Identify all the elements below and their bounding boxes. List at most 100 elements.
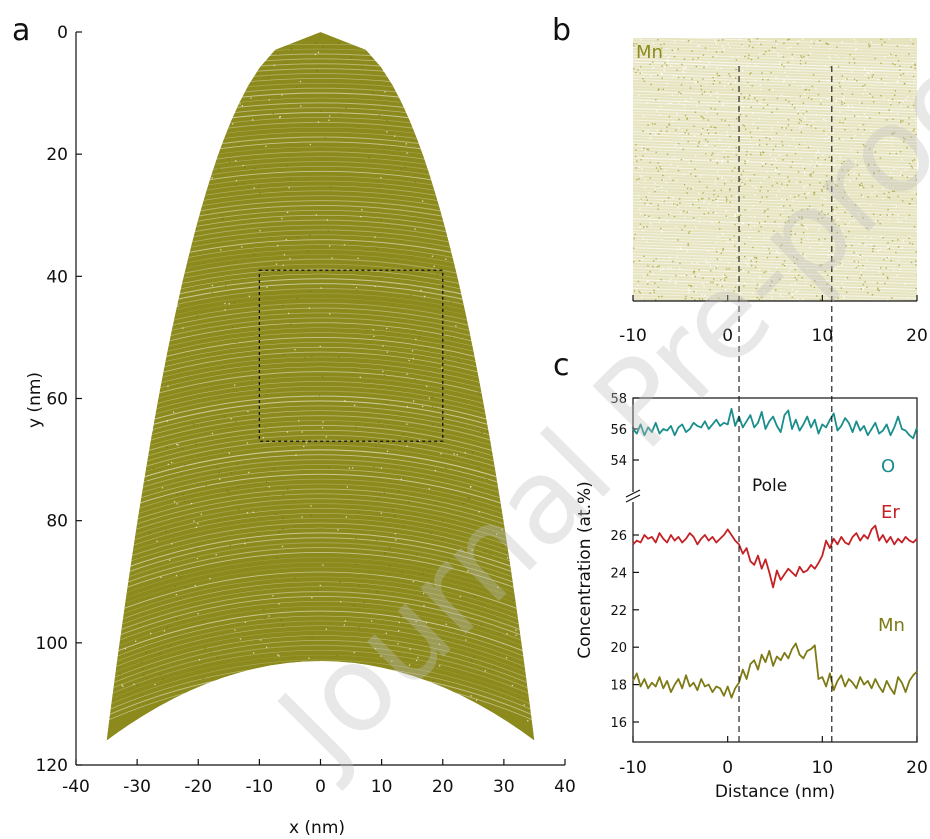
atom-speck (413, 400, 415, 402)
atom-speck (767, 79, 769, 81)
atom-speck (806, 208, 809, 210)
atom-speck (781, 183, 783, 185)
atomic-plane (633, 122, 917, 134)
atomic-plane (106, 659, 535, 720)
atom-speck (448, 559, 450, 561)
atom-speck (197, 522, 199, 525)
atom-speck (756, 38, 759, 40)
atom-speck (896, 81, 898, 83)
atom-speck (403, 525, 405, 527)
atom-speck (912, 130, 915, 132)
atom-speck (721, 285, 723, 287)
atom-speck (699, 175, 701, 177)
atom-speck (742, 45, 744, 47)
atom-speck (477, 341, 480, 343)
atom-speck (813, 193, 815, 196)
atom-speck (759, 190, 761, 192)
atom-speck (637, 280, 640, 283)
atom-speck (124, 425, 126, 427)
atom-speck (800, 157, 802, 159)
atom-speck (882, 237, 884, 239)
atom-speck (853, 115, 856, 117)
atom-speck (498, 209, 500, 211)
atom-speck (721, 51, 723, 53)
atomic-plane (633, 244, 917, 256)
atom-speck (639, 67, 641, 69)
atom-speck (216, 657, 218, 659)
atom-speck (820, 264, 823, 266)
atom-speck (123, 192, 125, 194)
atom-speck (670, 278, 672, 280)
atom-speck (152, 467, 155, 470)
atom-speck (791, 288, 793, 291)
atom-speck (432, 680, 434, 682)
atom-speck (365, 424, 367, 426)
atom-speck (754, 216, 756, 218)
atom-speck (723, 150, 725, 153)
atom-speck (763, 289, 765, 292)
atom-speck (734, 167, 736, 169)
atom-speck (348, 467, 351, 469)
atom-speck (887, 256, 890, 259)
atom-speck (356, 289, 358, 291)
atom-speck (829, 66, 831, 68)
atom-speck (441, 539, 444, 541)
atom-speck (196, 557, 198, 560)
atom-speck (704, 153, 707, 155)
atom-speck (881, 44, 883, 46)
atom-speck (739, 38, 742, 40)
atom-speck (156, 325, 158, 327)
atom-speck (683, 173, 685, 175)
atom-speck (815, 88, 817, 90)
atom-speck (325, 436, 327, 438)
atom-speck (719, 259, 721, 261)
atom-speck (234, 384, 236, 386)
atom-speck (661, 295, 663, 298)
atom-speck (916, 202, 917, 204)
atom-speck (684, 183, 686, 186)
atom-speck (778, 253, 780, 255)
atom-speck (799, 95, 801, 97)
atom-speck (723, 156, 726, 158)
atom-speck (645, 196, 647, 198)
atom-speck (897, 246, 900, 248)
atom-speck (888, 38, 891, 40)
atom-speck (844, 118, 846, 120)
atom-speck (750, 100, 753, 102)
atom-speck (702, 127, 704, 130)
atom-speck (803, 93, 806, 95)
atom-speck (729, 46, 731, 49)
atom-speck (761, 196, 763, 199)
atom-speck (786, 184, 789, 186)
atom-speck (809, 246, 811, 249)
atom-speck (876, 195, 878, 197)
atom-speck (806, 57, 808, 59)
atom-speck (473, 149, 475, 151)
atom-speck (657, 170, 659, 172)
atom-speck (263, 271, 265, 274)
atom-speck (103, 65, 104, 66)
atom-speck (781, 209, 784, 211)
atom-speck (804, 118, 806, 120)
atom-speck (731, 88, 734, 91)
atom-speck (688, 284, 690, 286)
y-tick-label: 18 (610, 679, 627, 694)
atom-speck (395, 748, 396, 749)
atom-speck (846, 78, 848, 80)
atom-speck (653, 54, 655, 56)
atom-speck (771, 129, 773, 131)
atom-speck (464, 452, 466, 454)
atom-speck (278, 532, 280, 534)
atom-speck (837, 218, 839, 220)
atom-speck (675, 226, 677, 228)
atom-speck (658, 285, 660, 287)
atom-speck (701, 129, 703, 131)
atom-speck (759, 182, 762, 184)
atom-speck (872, 250, 874, 252)
atom-speck (639, 292, 641, 294)
atom-speck (735, 110, 737, 113)
atom-speck (777, 245, 780, 247)
atom-speck (914, 64, 916, 67)
atom-speck (803, 193, 806, 195)
atom-speck (806, 268, 809, 270)
